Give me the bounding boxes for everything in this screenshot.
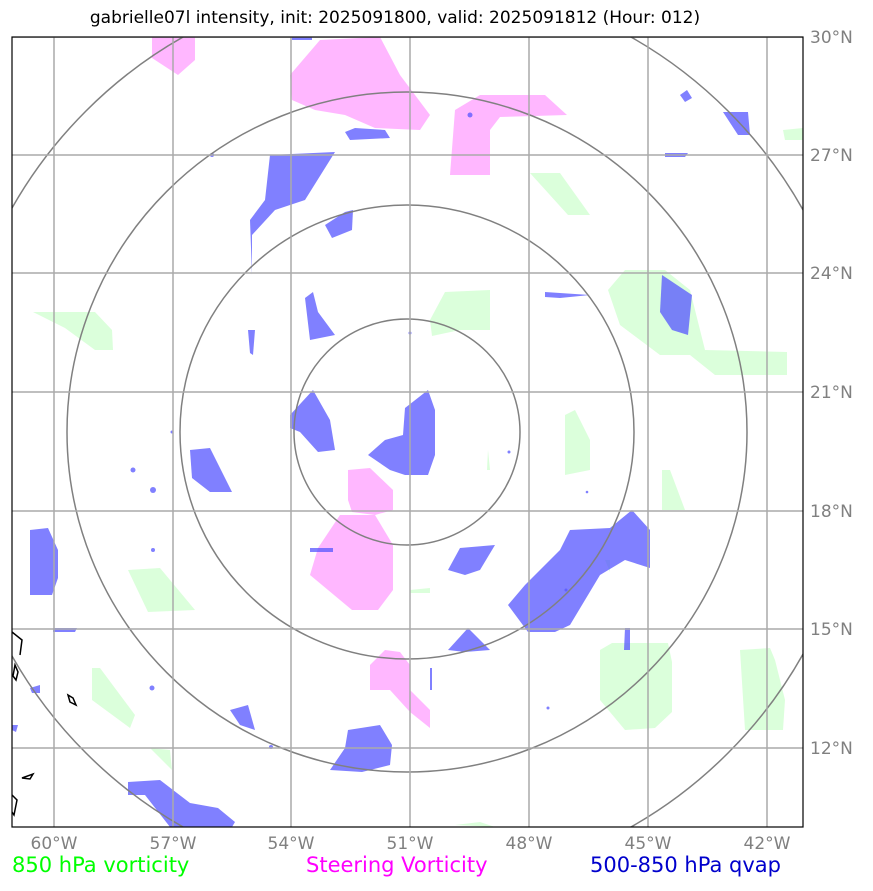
vorticity-850-contours (33, 128, 803, 827)
lat-label: 24°N (810, 264, 853, 284)
chart-title: gabrielle07l intensity, init: 2025091800… (89, 8, 701, 28)
lon-label: 45°W (625, 834, 672, 854)
lon-label: 60°W (31, 834, 78, 854)
lon-label: 51°W (387, 834, 434, 854)
longitude-labels: 60°W 57°W 54°W 51°W 48°W 45°W 42°W (31, 834, 791, 854)
steering-vorticity-contours (152, 37, 567, 728)
lat-label: 12°N (810, 739, 853, 759)
lat-label: 18°N (810, 502, 853, 522)
coastlines (12, 631, 78, 817)
lat-label: 21°N (810, 383, 853, 403)
lat-label: 15°N (810, 620, 853, 640)
legend-steering-vorticity: Steering Vorticity (306, 853, 488, 877)
qvap-500-850-contours (12, 37, 750, 827)
lon-label: 48°W (506, 834, 553, 854)
legend-qvap: 500-850 hPa qvap (590, 853, 781, 877)
graticule (12, 37, 803, 827)
lat-label: 27°N (810, 146, 853, 166)
lat-label: 30°N (810, 28, 853, 48)
latitude-labels: 30°N 27°N 24°N 21°N 18°N 15°N 12°N (810, 28, 853, 759)
lon-label: 54°W (268, 834, 315, 854)
lon-label: 42°W (744, 834, 791, 854)
map-frame (11, 36, 804, 828)
legend-850-vorticity: 850 hPa vorticity (12, 853, 190, 877)
lon-label: 57°W (150, 834, 197, 854)
